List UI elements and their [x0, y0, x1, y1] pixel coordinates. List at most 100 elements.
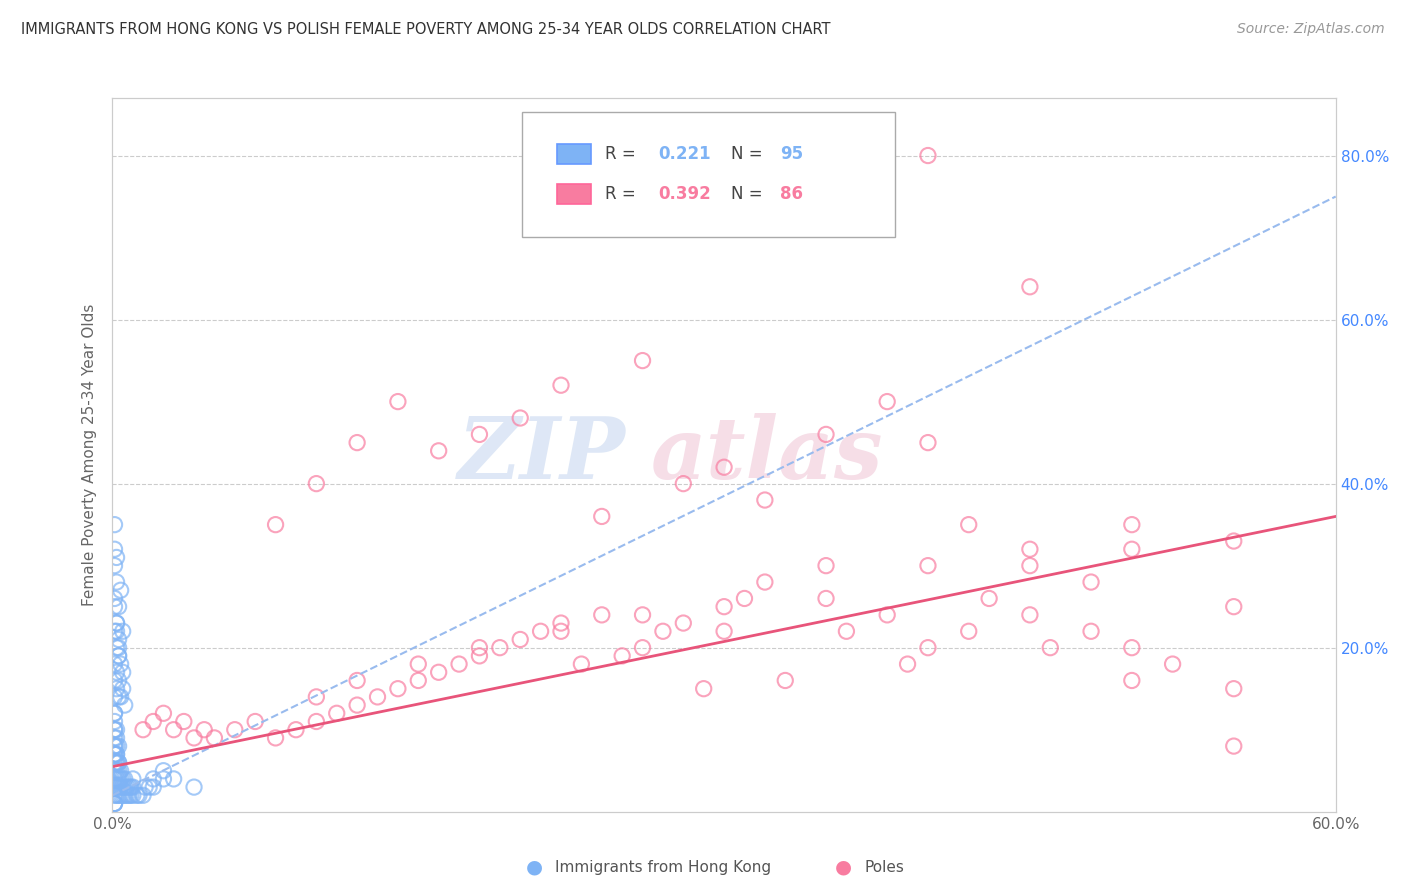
- Point: [631, 607, 654, 622]
- Point: [110, 657, 132, 671]
- Point: [107, 756, 129, 770]
- Point: [366, 690, 388, 704]
- Point: [447, 657, 470, 671]
- Point: [105, 731, 128, 745]
- Point: [173, 714, 195, 729]
- Point: [103, 723, 125, 737]
- Point: [105, 616, 128, 631]
- Point: [103, 558, 125, 573]
- Point: [468, 427, 491, 442]
- Text: 86: 86: [780, 186, 803, 203]
- Point: [114, 780, 136, 794]
- Point: [107, 599, 129, 614]
- Point: [917, 640, 939, 655]
- Point: [103, 723, 125, 737]
- Point: [693, 681, 716, 696]
- Point: [1223, 739, 1246, 753]
- Point: [103, 797, 125, 811]
- Point: [152, 772, 174, 786]
- Point: [103, 797, 125, 811]
- Point: [103, 747, 125, 762]
- Point: [815, 591, 838, 606]
- Point: [672, 616, 695, 631]
- Point: [105, 747, 128, 762]
- Point: [105, 616, 128, 631]
- Point: [468, 648, 491, 663]
- Point: [103, 731, 125, 745]
- Point: [1039, 640, 1062, 655]
- Point: [105, 780, 128, 794]
- Point: [107, 764, 129, 778]
- Point: [193, 723, 215, 737]
- Point: [346, 673, 368, 688]
- Text: N =: N =: [731, 186, 768, 203]
- Point: [107, 739, 129, 753]
- Point: [105, 747, 128, 762]
- Point: [111, 665, 134, 680]
- FancyBboxPatch shape: [522, 112, 896, 237]
- Point: [346, 435, 368, 450]
- Point: [1223, 534, 1246, 549]
- Point: [509, 632, 531, 647]
- Point: [103, 714, 125, 729]
- Point: [118, 780, 141, 794]
- Text: R =: R =: [606, 186, 641, 203]
- Point: [103, 591, 125, 606]
- Point: [183, 731, 205, 745]
- Point: [103, 706, 125, 721]
- Point: [114, 698, 136, 712]
- Point: [529, 624, 551, 639]
- Point: [105, 624, 128, 639]
- Point: [122, 789, 145, 803]
- Point: [672, 476, 695, 491]
- Point: [734, 591, 756, 606]
- Text: Poles: Poles: [865, 860, 904, 874]
- Point: [408, 673, 430, 688]
- Point: [204, 731, 226, 745]
- Point: [917, 148, 939, 162]
- Point: [105, 764, 128, 778]
- Point: [1018, 558, 1040, 573]
- Point: [111, 624, 134, 639]
- Point: [897, 657, 920, 671]
- Point: [110, 764, 132, 778]
- Point: [427, 665, 450, 680]
- Point: [103, 739, 125, 753]
- Point: [489, 640, 512, 655]
- Point: [1080, 575, 1102, 590]
- Point: [468, 640, 491, 655]
- Text: ●: ●: [526, 857, 543, 877]
- Point: [284, 723, 308, 737]
- Point: [107, 789, 129, 803]
- Point: [305, 476, 328, 491]
- Point: [591, 607, 613, 622]
- Point: [105, 756, 128, 770]
- Point: [1018, 542, 1040, 557]
- Point: [713, 460, 735, 475]
- Text: Source: ZipAtlas.com: Source: ZipAtlas.com: [1237, 22, 1385, 37]
- Point: [917, 435, 939, 450]
- Y-axis label: Female Poverty Among 25-34 Year Olds: Female Poverty Among 25-34 Year Olds: [82, 304, 97, 606]
- Text: 0.221: 0.221: [658, 145, 710, 162]
- Point: [387, 394, 409, 409]
- Point: [142, 780, 165, 794]
- Text: Immigrants from Hong Kong: Immigrants from Hong Kong: [555, 860, 772, 874]
- Point: [245, 714, 267, 729]
- Point: [264, 731, 287, 745]
- Point: [550, 616, 572, 631]
- Point: [103, 673, 125, 688]
- Text: 0.392: 0.392: [658, 186, 711, 203]
- Point: [1223, 599, 1246, 614]
- Point: [163, 723, 186, 737]
- Point: [107, 632, 129, 647]
- Point: [138, 780, 160, 794]
- Text: ZIP: ZIP: [458, 413, 626, 497]
- Point: [1121, 542, 1143, 557]
- Point: [1018, 607, 1040, 622]
- Point: [152, 706, 174, 721]
- Point: [427, 443, 450, 458]
- Point: [107, 648, 129, 663]
- Point: [103, 690, 125, 704]
- Point: [305, 714, 328, 729]
- Point: [105, 723, 128, 737]
